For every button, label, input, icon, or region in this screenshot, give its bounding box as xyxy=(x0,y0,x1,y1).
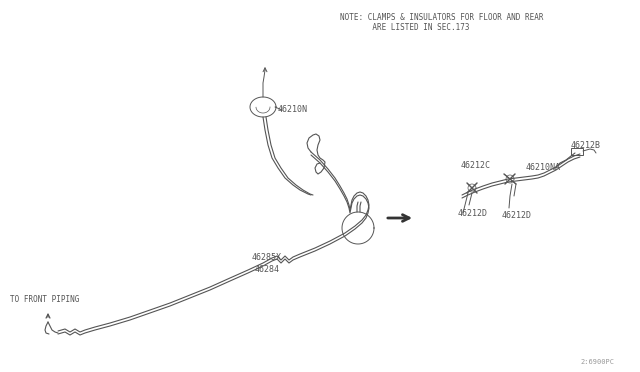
Text: 46212D: 46212D xyxy=(458,209,488,218)
Text: 46210N: 46210N xyxy=(278,105,308,114)
Text: ARE LISTED IN SEC.173: ARE LISTED IN SEC.173 xyxy=(340,23,470,32)
Text: 46285X: 46285X xyxy=(252,253,282,262)
Text: 46212B: 46212B xyxy=(571,141,601,150)
Text: 46284: 46284 xyxy=(255,265,280,274)
Text: 46212C: 46212C xyxy=(461,161,491,170)
Text: TO FRONT PIPING: TO FRONT PIPING xyxy=(10,295,79,304)
Text: 2:6900PC: 2:6900PC xyxy=(580,359,614,365)
Text: 46210NA: 46210NA xyxy=(526,163,561,172)
Text: NOTE: CLAMPS & INSULATORS FOR FLOOR AND REAR: NOTE: CLAMPS & INSULATORS FOR FLOOR AND … xyxy=(340,13,543,22)
Bar xyxy=(571,148,583,155)
Text: 46212D: 46212D xyxy=(502,211,532,220)
